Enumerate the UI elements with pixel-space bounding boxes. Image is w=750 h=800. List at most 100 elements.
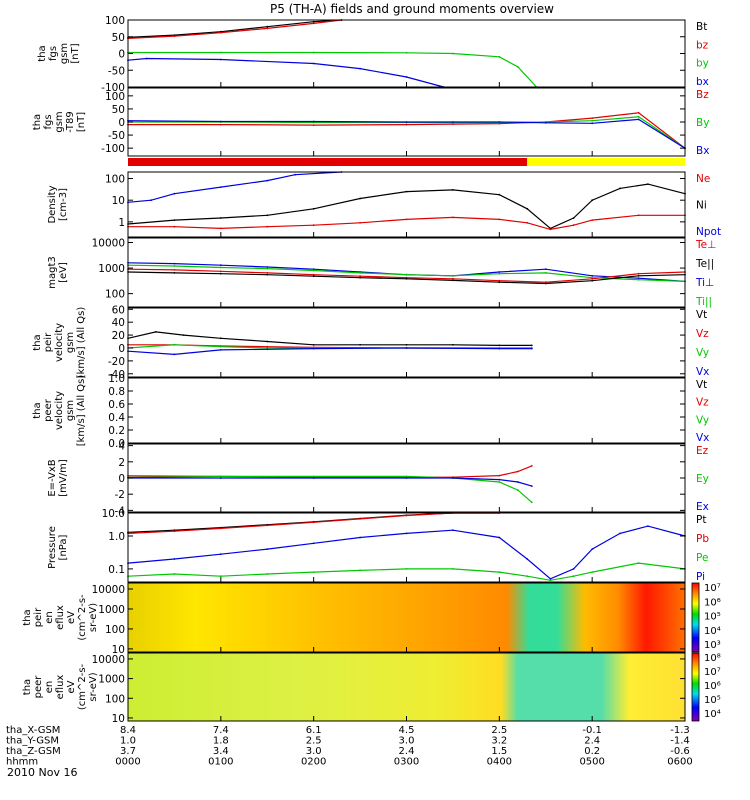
ion_vel-point-Vz bbox=[266, 345, 269, 348]
x-axis-value: 0100 bbox=[208, 757, 233, 768]
ion_vel-point-Vy bbox=[219, 345, 222, 348]
density-point-Ne bbox=[549, 228, 552, 231]
fgs_t89-ytick-label: 50 bbox=[112, 104, 125, 116]
density-point-Ne bbox=[359, 221, 361, 224]
fgs_t89-ytick-label: -100 bbox=[101, 143, 125, 155]
pressure-legend-Pi: Pi bbox=[696, 571, 705, 583]
fgs_t89-ytick-label: 100 bbox=[105, 91, 125, 103]
ion_vel-point-Vt bbox=[405, 343, 408, 346]
ion_vel-legend-Vt: Vt bbox=[696, 309, 707, 321]
ion_spec-ylabel: (cm^2-s- bbox=[77, 594, 88, 641]
x-axis-value: 3.4 bbox=[213, 746, 229, 757]
fgs_t89-point-Bx bbox=[219, 120, 222, 123]
panel-ion_spec: 10⁷ 10⁶ 10⁵ 10⁴ 10³ 10000 1000 100 10 tha peir en ef… bbox=[22, 582, 721, 656]
ion_vel-point-Vx bbox=[219, 349, 222, 351]
temp-point-Te⊥ bbox=[544, 281, 547, 284]
fgs-point-by bbox=[498, 55, 501, 58]
density-point-Ni bbox=[572, 217, 575, 219]
temp-ytick-label: 1000 bbox=[98, 263, 125, 275]
fgs-point-bx bbox=[145, 57, 148, 60]
fgs-series-by bbox=[128, 51, 537, 88]
ion_vel-ytick-label: 0 bbox=[118, 343, 125, 355]
temp-point-Te⊥ bbox=[312, 273, 315, 276]
pressure-point-Pi bbox=[359, 536, 361, 539]
density-point-Ni bbox=[591, 199, 594, 202]
ion_vel-ylabel: tha bbox=[32, 334, 43, 350]
x-axis-value: 1.8 bbox=[213, 736, 229, 747]
density-point-Ni bbox=[405, 190, 408, 193]
panel-pressure: 10.0 1.0 0.1 Pressure [nPa] Pt Pb Pe Pi bbox=[47, 508, 709, 583]
temp-point-Ti⊥ bbox=[544, 268, 547, 271]
elec_spec-ylabel: eV bbox=[66, 680, 77, 693]
pressure-point-Pb bbox=[266, 524, 269, 527]
temp-point-Ti|| bbox=[219, 266, 222, 269]
temp-point-Ti|| bbox=[405, 273, 408, 276]
efield-point-Ex bbox=[498, 478, 501, 481]
ion_vel-ytick-label: 20 bbox=[112, 330, 125, 342]
temp-point-Ti|| bbox=[637, 278, 640, 281]
density-ytick-label: 100 bbox=[105, 174, 125, 186]
efield-point-Ex bbox=[312, 477, 315, 479]
temp-point-Te⊥ bbox=[452, 277, 454, 280]
temp-ytick-label: 100 bbox=[105, 289, 125, 301]
ion_spec-colorbar-label: 10⁶ bbox=[704, 597, 721, 608]
fgs-ytick-label: 50 bbox=[112, 32, 125, 44]
efield-point-Ey bbox=[498, 481, 501, 483]
ion_spec-spectrogram bbox=[128, 583, 685, 652]
density-point-Ne bbox=[266, 225, 269, 228]
pressure-point-Pe bbox=[266, 573, 269, 575]
elec_spec-ylabel: en bbox=[44, 681, 55, 694]
fgs-ytick-label: -100 bbox=[101, 82, 125, 94]
density-point-Ne bbox=[572, 224, 575, 227]
density-series-Ne bbox=[128, 214, 685, 231]
fgs-point-bx bbox=[312, 62, 315, 65]
ion_vel-point-Vt bbox=[154, 331, 157, 333]
pressure-point-Pi bbox=[266, 548, 269, 550]
fgs-ytick-label: 0 bbox=[118, 49, 125, 61]
pressure-point-Pe bbox=[312, 571, 315, 573]
elec_spec-ytick-label: 100 bbox=[105, 693, 125, 705]
efield-point-Ex bbox=[517, 481, 519, 483]
efield-point-Ex bbox=[530, 485, 533, 487]
temp-point-Ti⊥ bbox=[173, 262, 176, 265]
temp-point-Ti⊥ bbox=[637, 277, 640, 280]
panel-fgs: 100 50 0 -50 -100 tha fgs gsm [nT] Bt bz by bx bbox=[37, 15, 709, 94]
ion_vel-ylabel: gsm bbox=[65, 332, 76, 353]
efield-point-Ey bbox=[530, 501, 533, 504]
fgs-point-by bbox=[312, 51, 315, 54]
ion_vel-frame bbox=[127, 307, 686, 378]
efield-point-Ey bbox=[517, 489, 519, 491]
density-legend-Ne: Ne bbox=[696, 173, 710, 185]
fgs_t89-point-Bz bbox=[219, 123, 222, 126]
fgs_t89-point-Bz bbox=[405, 123, 408, 126]
mode-bar-segment bbox=[128, 158, 528, 166]
temp-point-Te|| bbox=[359, 276, 361, 279]
elec_vel-ytick-label: 0.2 bbox=[108, 425, 125, 437]
elec_vel-ytick-label: 0.8 bbox=[108, 386, 125, 398]
fgs_t89-legend-Bz: Bz bbox=[696, 89, 709, 101]
fgs_t89-legend-By: By bbox=[696, 117, 709, 129]
pressure-legend-Pe: Pe bbox=[696, 552, 708, 564]
fgs_t89-point-Bx bbox=[637, 118, 640, 121]
temp-point-Te|| bbox=[173, 272, 176, 274]
elec_vel-legend-Vt: Vt bbox=[696, 379, 707, 391]
density-point-Ne bbox=[312, 224, 315, 227]
density-ylabel: [cm-3] bbox=[58, 188, 69, 221]
efield-point-Ex bbox=[405, 477, 408, 479]
ion_vel-point-Vt bbox=[452, 343, 454, 346]
elec_spec-ytick-label: 1000 bbox=[98, 674, 125, 686]
pressure-point-Pe bbox=[452, 568, 454, 570]
ion_spec-ylabel: peir bbox=[33, 607, 44, 627]
temp-ylabel: magt3 bbox=[47, 256, 58, 289]
ion_spec-ytick-label: 1000 bbox=[98, 604, 125, 616]
temp-point-Ti|| bbox=[452, 274, 454, 277]
temp-point-Te⊥ bbox=[359, 275, 361, 278]
pressure-legend-Pt: Pt bbox=[696, 514, 706, 526]
temp-point-Ti|| bbox=[266, 267, 269, 270]
ion_vel-point-Vt bbox=[312, 343, 315, 346]
fgs-point-bz bbox=[266, 27, 269, 30]
temp-point-Ti⊥ bbox=[266, 266, 269, 268]
